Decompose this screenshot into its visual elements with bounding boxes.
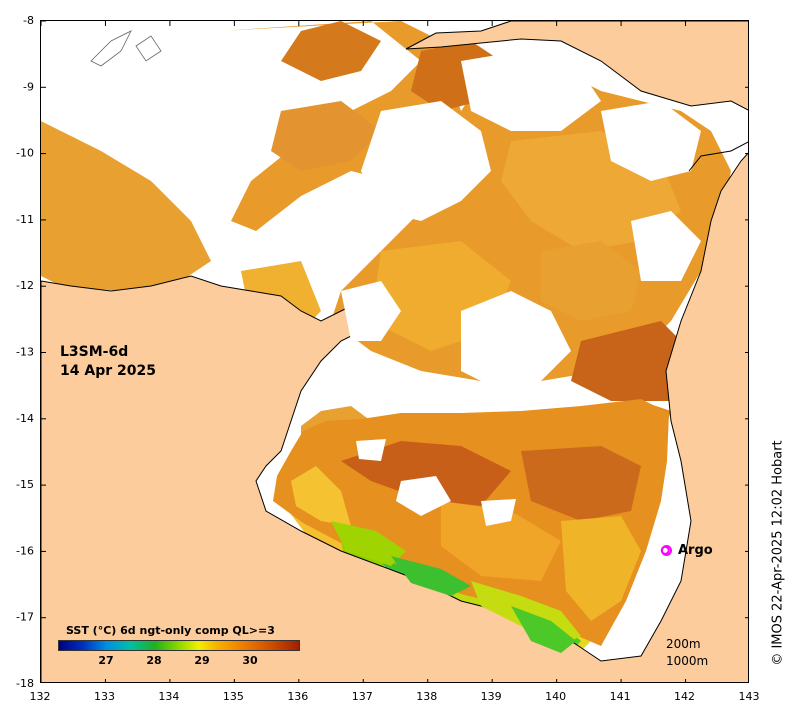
lat-tick-label: -16	[16, 544, 34, 557]
product-date: 14 Apr 2025	[60, 363, 156, 379]
latitude-tick-labels: -8 -9 -10 -11 -12 -13 -14 -15 -16 -17 -18	[16, 14, 34, 690]
lon-tick-label: 137	[352, 690, 373, 703]
lat-tick-label: -11	[16, 213, 34, 226]
island-outline	[90, 30, 132, 67]
lat-tick-label: -15	[16, 478, 34, 491]
product-name: L3SM-6d	[60, 344, 129, 360]
sst-colorbar	[58, 640, 300, 651]
lat-tick-label: -17	[16, 611, 34, 624]
lon-tick-label: 139	[481, 690, 502, 703]
lat-tick-label: -12	[16, 279, 34, 292]
lon-tick-label: 142	[674, 690, 695, 703]
product-label: L3SM-6d 14 Apr 2025	[60, 343, 156, 381]
colorbar-tick-label: 27	[98, 654, 114, 667]
depth-1000m: 1000m	[666, 654, 709, 668]
lon-tick-label: 132	[30, 690, 51, 703]
lat-tick-label: -14	[16, 412, 34, 425]
colorbar-title: SST (°C) 6d ngt-only comp QL>=3	[66, 624, 275, 637]
lat-tick-label: -18	[16, 677, 34, 690]
lon-tick-label: 133	[94, 690, 115, 703]
coastline-cape-york	[688, 141, 748, 172]
lon-tick-label: 135	[223, 690, 244, 703]
colorbar-tick-label: 30	[242, 654, 258, 667]
cloud-mask	[41, 21, 701, 391]
argo-legend: Argo	[661, 543, 713, 558]
lat-tick-label: -13	[16, 346, 34, 359]
lon-tick-label: 143	[739, 690, 760, 703]
colorbar-tick-label: 29	[194, 654, 210, 667]
lon-tick-label: 134	[158, 690, 179, 703]
imos-credit: © IMOS 22-Apr-2025 12:02 Hobart	[770, 440, 786, 666]
sst-map[interactable]	[40, 20, 749, 683]
longitude-tick-labels: 132 133 134 135 136 137 138 139 140 141 142 143	[30, 690, 760, 703]
lat-tick-label: -10	[16, 147, 34, 160]
lon-tick-label: 138	[416, 690, 437, 703]
graticule-ticks	[41, 21, 748, 682]
colorbar-tick-label: 28	[146, 654, 162, 667]
depth-200m: 200m	[666, 637, 701, 651]
argo-marker-icon	[661, 545, 672, 556]
lon-tick-label: 140	[545, 690, 566, 703]
lon-tick-label: 136	[287, 690, 308, 703]
argo-label: Argo	[678, 543, 713, 558]
depth-legend: 200m 1000m	[666, 636, 708, 670]
lat-tick-label: -9	[23, 80, 34, 93]
lon-tick-label: 141	[610, 690, 631, 703]
lat-tick-label: -8	[23, 14, 34, 27]
sst-map-canvas	[41, 21, 748, 682]
